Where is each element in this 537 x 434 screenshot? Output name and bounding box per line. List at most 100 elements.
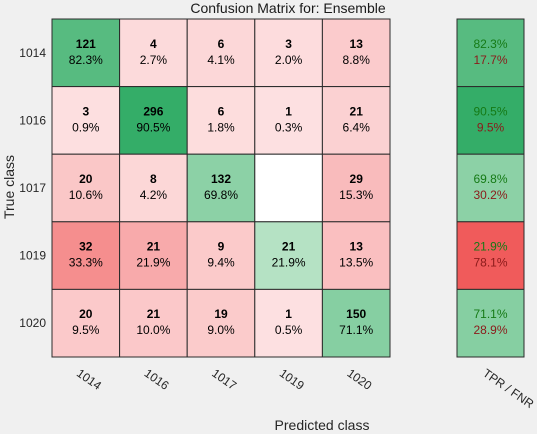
cell-count: 6	[218, 104, 225, 118]
tpr-value: 71.1%	[473, 307, 507, 321]
x-tick-label: 1014	[74, 366, 104, 393]
cell-count: 4	[150, 37, 157, 51]
cell-count: 1	[285, 307, 292, 321]
matrix-cell	[254, 153, 323, 223]
cell-count: 6	[218, 37, 225, 51]
summary-cell	[456, 86, 525, 155]
tpr-fnr-column: 82.3% 17.7% 90.5% 9.5% 69.8% 30.2% 21.9% 78.1% 7…	[456, 18, 525, 358]
x-axis-ticks: 1014 1016 1017 1019 1020 TPR / FNR	[74, 366, 537, 411]
cell-count: 121	[76, 37, 96, 51]
cell-count: 20	[79, 307, 93, 321]
y-tick-label: 1014	[19, 46, 46, 60]
cell-percent: 10.6%	[69, 188, 103, 202]
cell-count: 3	[82, 104, 89, 118]
cell-count: 9	[218, 240, 225, 254]
x-tick-label: 1020	[344, 366, 374, 393]
tpr-value: 90.5%	[473, 104, 507, 118]
cell-count: 19	[214, 307, 228, 321]
matrix-cell	[254, 221, 323, 290]
cell-percent: 4.1%	[207, 53, 235, 67]
matrix-cell	[321, 288, 391, 358]
summary-axis-label: TPR / FNR	[480, 366, 536, 411]
fnr-value: 28.9%	[473, 323, 507, 337]
matrix-cell	[254, 18, 323, 88]
cell-percent: 9.0%	[207, 323, 235, 337]
cell-count: 1	[285, 104, 292, 118]
matrix-cell	[321, 221, 391, 290]
x-tick-label: 1017	[209, 366, 239, 393]
matrix-cell	[51, 86, 121, 155]
cell-percent: 21.9%	[136, 256, 170, 270]
matrix-cell	[186, 288, 256, 358]
cell-percent: 71.1%	[339, 323, 373, 337]
cell-percent: 1.8%	[207, 120, 235, 134]
cell-count: 132	[211, 172, 231, 186]
cell-percent: 4.2%	[140, 188, 168, 202]
matrix-cell	[321, 153, 391, 223]
y-tick-label: 1017	[19, 181, 46, 195]
cell-percent: 2.7%	[140, 53, 168, 67]
summary-cell	[456, 18, 525, 88]
matrix-cell	[51, 18, 121, 88]
matrix-cell	[186, 86, 256, 155]
cell-count: 21	[147, 240, 161, 254]
matrix-cell	[186, 221, 256, 290]
cell-count: 150	[346, 307, 366, 321]
x-tick-label: 1019	[277, 366, 307, 393]
cell-percent: 6.4%	[343, 120, 371, 134]
cell-count: 13	[350, 37, 364, 51]
cell-percent: 2.0%	[275, 53, 303, 67]
cell-count: 21	[147, 307, 161, 321]
cell-count: 20	[79, 172, 93, 186]
tpr-value: 21.9%	[473, 240, 507, 254]
cell-count: 32	[79, 240, 93, 254]
matrix-cell	[119, 18, 188, 88]
cell-percent: 0.9%	[72, 120, 100, 134]
matrix-cell	[186, 18, 256, 88]
x-tick-label: 1016	[142, 366, 172, 393]
cell-percent: 0.3%	[275, 120, 303, 134]
y-tick-label: 1020	[19, 316, 46, 330]
tpr-value: 82.3%	[473, 37, 507, 51]
y-tick-label: 1019	[19, 249, 46, 263]
cell-percent: 9.5%	[72, 323, 100, 337]
cell-percent: 21.9%	[272, 256, 306, 270]
fnr-value: 9.5%	[477, 120, 505, 134]
cell-percent: 82.3%	[69, 53, 103, 67]
summary-cell	[456, 288, 525, 358]
chart-title: Confusion Matrix for: Ensemble	[190, 0, 386, 16]
fnr-value: 78.1%	[473, 256, 507, 270]
summary-cell	[456, 221, 525, 290]
confusion-matrix-grid: 12182.3%42.7%64.1%32.0%138.8%30.9%29690.…	[51, 18, 391, 358]
matrix-cell	[119, 153, 188, 223]
cell-percent: 33.3%	[69, 256, 103, 270]
cell-count: 29	[350, 172, 364, 186]
cell-count: 21	[350, 104, 364, 118]
cell-percent: 8.8%	[343, 53, 371, 67]
y-tick-label: 1016	[19, 113, 46, 127]
cell-percent: 9.4%	[207, 256, 235, 270]
matrix-cell	[51, 288, 121, 358]
matrix-cell	[119, 288, 188, 358]
cell-percent: 0.5%	[275, 323, 303, 337]
fnr-value: 30.2%	[473, 188, 507, 202]
cell-count: 21	[282, 240, 296, 254]
tpr-value: 69.8%	[473, 172, 507, 186]
summary-cell	[456, 153, 525, 223]
matrix-cell	[119, 221, 188, 290]
matrix-cell	[321, 86, 391, 155]
cell-percent: 69.8%	[204, 188, 238, 202]
cell-count: 3	[285, 37, 292, 51]
fnr-value: 17.7%	[473, 53, 507, 67]
y-axis-label: True class	[1, 155, 17, 219]
cell-percent: 90.5%	[136, 120, 170, 134]
matrix-cell	[254, 288, 323, 358]
y-axis-ticks: 1014 1016 1017 1019 1020	[19, 46, 46, 330]
cell-count: 8	[150, 172, 157, 186]
x-axis-label: Predicted class	[275, 417, 370, 433]
cell-count: 13	[350, 240, 364, 254]
cell-count: 296	[143, 104, 163, 118]
cell-percent: 15.3%	[339, 188, 373, 202]
cell-percent: 13.5%	[339, 256, 373, 270]
